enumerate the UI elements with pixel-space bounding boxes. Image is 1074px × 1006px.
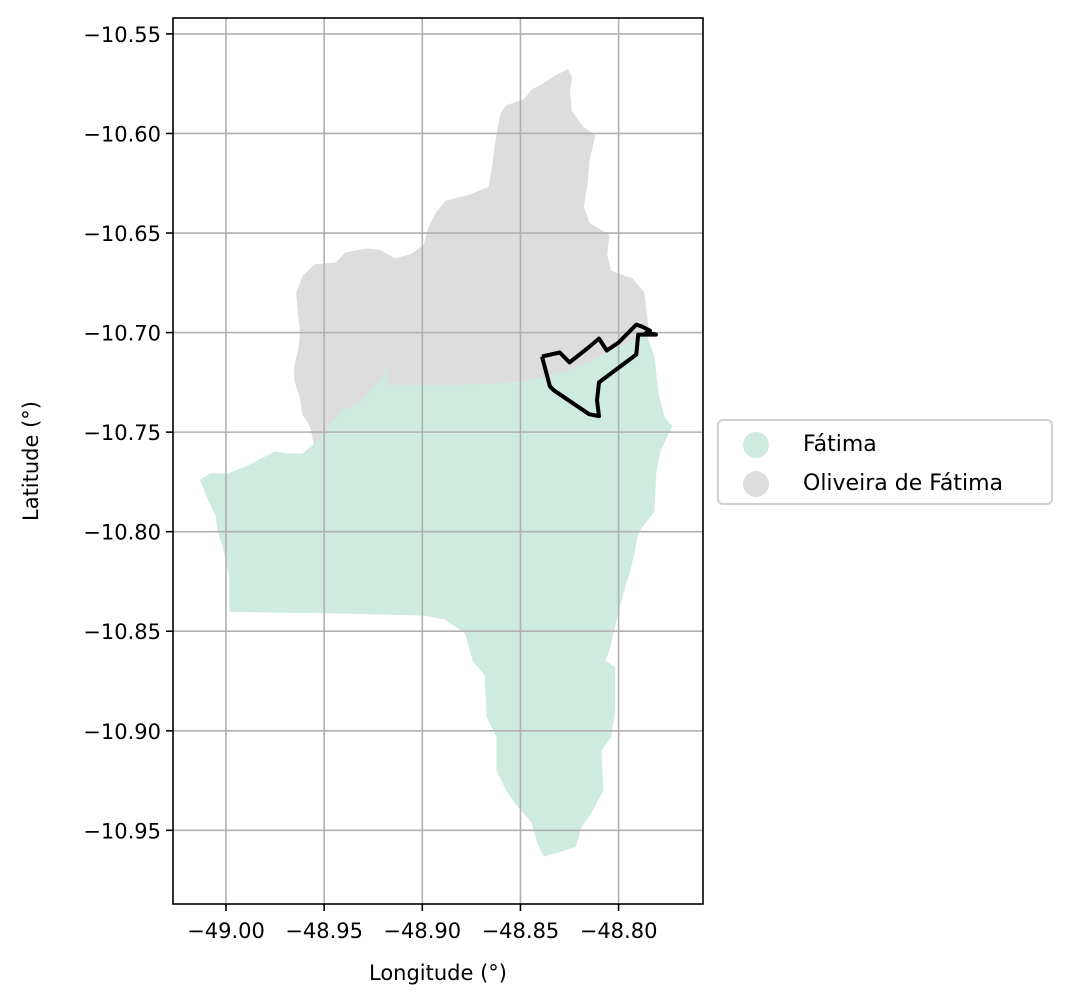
axes-frame <box>172 17 704 905</box>
x-tick-label-1: −48.95 <box>285 919 363 943</box>
y-tick-label-2: −10.65 <box>83 222 161 246</box>
legend-swatch-fatima <box>743 432 769 458</box>
x-axis-label: Longitude (°) <box>369 961 507 985</box>
legend-label-fatima: Fátima <box>803 432 877 457</box>
highlight-outline <box>540 322 658 419</box>
legend-label-oliveira-de-fatima: Oliveira de Fátima <box>803 471 1003 496</box>
y-tick-label-0: −10.55 <box>83 23 161 47</box>
x-tick-label-4: −48.80 <box>580 919 658 943</box>
y-tick-label-7: −10.90 <box>83 720 161 744</box>
y-tick-label-6: −10.85 <box>83 620 161 644</box>
y-ticks: −10.55 −10.60 −10.65 −10.70 −10.75 −10.80 −10.… <box>83 23 173 843</box>
y-tick-label-4: −10.75 <box>83 421 161 445</box>
y-tick-label-1: −10.60 <box>83 122 161 146</box>
x-ticks: −49.00 −48.95 −48.90 −48.85 −48.80 <box>187 904 657 943</box>
x-tick-label-0: −49.00 <box>187 919 265 943</box>
legend: Fátima Oliveira de Fátima <box>717 419 1053 505</box>
y-tick-label-5: −10.80 <box>83 521 161 545</box>
x-tick-label-3: −48.85 <box>482 919 560 943</box>
y-axis-label: Latitude (°) <box>19 401 43 521</box>
x-tick-label-2: −48.90 <box>383 919 461 943</box>
outline-layer <box>540 322 658 419</box>
legend-swatch-oliveira-de-fatima <box>743 471 769 497</box>
grid-lines <box>173 18 703 904</box>
y-tick-label-3: −10.70 <box>83 322 161 346</box>
y-tick-label-8: −10.95 <box>83 819 161 843</box>
regions-layer <box>199 69 673 857</box>
region-fatima <box>199 333 673 857</box>
